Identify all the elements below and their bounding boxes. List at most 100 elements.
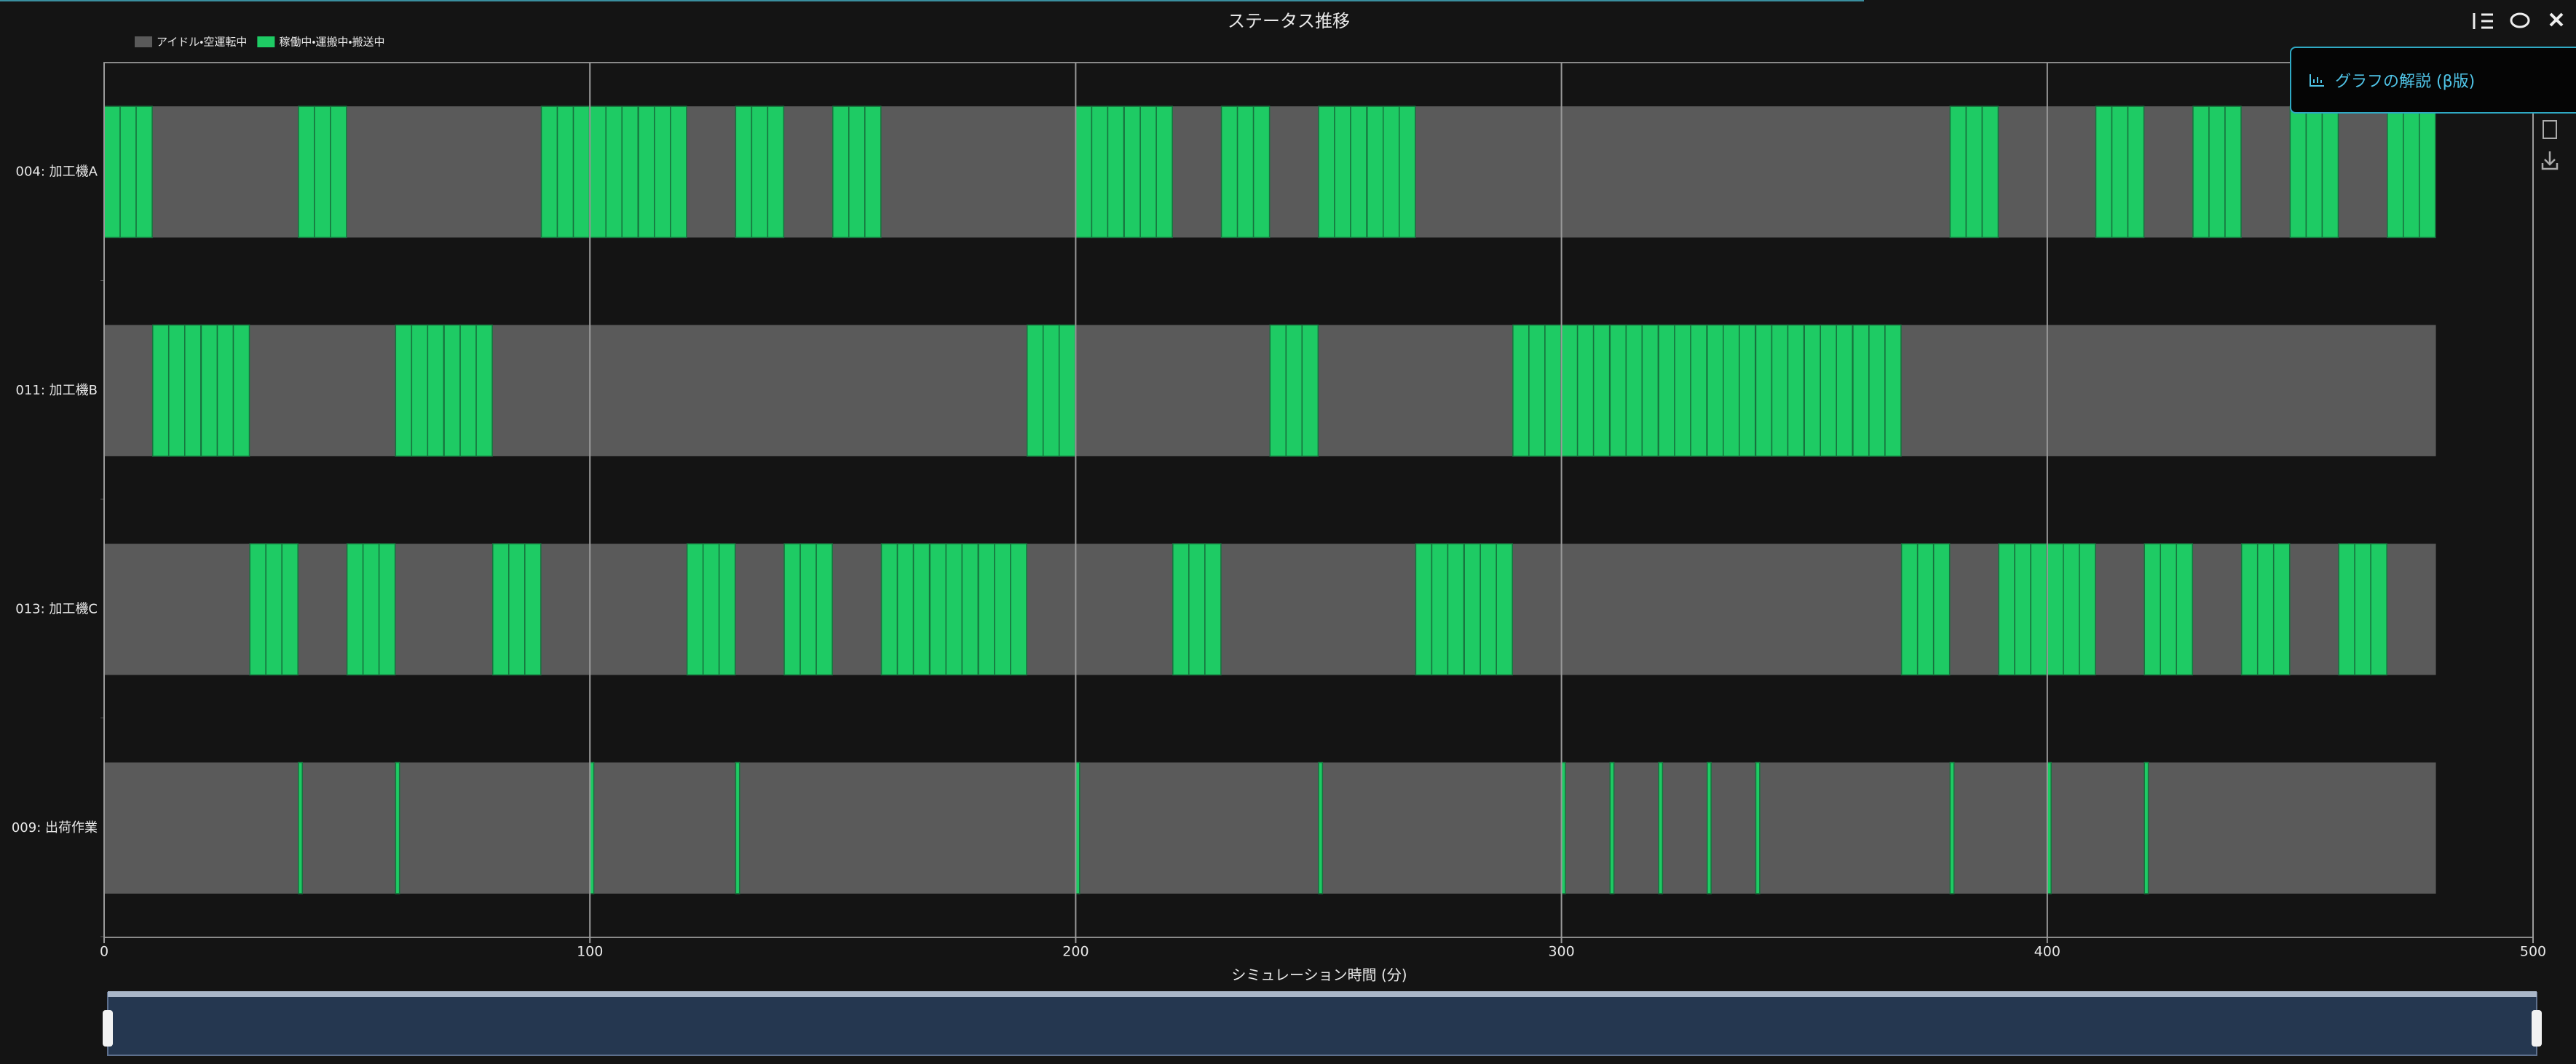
active-segment <box>2208 106 2226 239</box>
active-segment <box>1658 761 1664 894</box>
active-segment <box>832 106 850 239</box>
active-segment <box>184 324 202 457</box>
active-segment <box>427 324 445 457</box>
active-segment <box>540 106 558 239</box>
document-icon[interactable] <box>2543 120 2557 139</box>
slider-handle-right[interactable] <box>2532 1010 2542 1047</box>
active-segment <box>1204 543 1222 676</box>
active-segment <box>1739 324 1756 457</box>
active-segment <box>2419 106 2436 239</box>
active-segment <box>621 106 639 239</box>
active-segment <box>459 324 477 457</box>
comment-icon[interactable] <box>2510 12 2530 28</box>
slider-track[interactable] <box>107 992 2537 1056</box>
active-segment <box>1155 106 1173 239</box>
active-segment <box>961 543 979 676</box>
active-segment <box>2354 543 2371 676</box>
active-segment <box>2176 543 2194 676</box>
active-segment <box>994 543 1011 676</box>
active-segment <box>2240 543 2259 676</box>
active-segment <box>654 106 671 239</box>
active-segment <box>346 543 364 676</box>
active-segment <box>572 106 590 239</box>
range-slider[interactable] <box>103 991 2542 1056</box>
active-segment <box>232 324 250 457</box>
active-segment <box>524 543 542 676</box>
active-segment <box>1755 761 1761 894</box>
active-segment <box>1415 543 1433 676</box>
active-segment <box>1674 324 1691 457</box>
legend-toggle-icon[interactable] <box>2473 13 2493 29</box>
active-segment <box>1884 324 1902 457</box>
active-segment <box>1334 106 1351 239</box>
active-segment <box>638 106 655 239</box>
active-segment <box>735 106 753 239</box>
active-segment <box>508 543 526 676</box>
active-segment <box>2079 543 2096 676</box>
toolbar <box>2473 12 2564 170</box>
active-segment <box>492 543 510 676</box>
active-segment <box>702 543 720 676</box>
active-segment <box>1544 324 1562 457</box>
slider-handle-left[interactable] <box>103 1010 113 1047</box>
active-segment <box>1301 324 1319 457</box>
active-segment <box>1463 543 1481 676</box>
legend-swatch <box>135 36 152 47</box>
explain-panel[interactable]: グラフの解説 (β版) <box>2290 47 2576 114</box>
active-segment <box>119 106 137 239</box>
active-segment <box>767 106 785 239</box>
active-segment <box>2370 543 2387 676</box>
active-segment <box>1625 324 1643 457</box>
legend-label: アイドル・空運転中 <box>157 36 247 49</box>
legend-swatch <box>257 36 275 47</box>
active-segment <box>556 106 574 239</box>
chart-icon <box>2310 74 2324 87</box>
active-segment <box>978 543 995 676</box>
active-segment <box>686 543 704 676</box>
active-segment <box>1690 324 1707 457</box>
active-segment <box>1058 324 1076 457</box>
active-segment <box>1188 543 1206 676</box>
active-segment <box>718 543 736 676</box>
y-tick-label: 009: 出荷作業 <box>12 820 98 835</box>
idle-bar <box>104 762 2436 894</box>
active-segment <box>1075 106 1093 239</box>
active-segment <box>1528 324 1546 457</box>
download-icon[interactable] <box>2541 151 2559 170</box>
active-segment <box>362 543 380 676</box>
close-icon[interactable] <box>2549 12 2564 27</box>
active-segment <box>1981 106 1999 239</box>
x-tick-label: 200 <box>1062 944 1089 960</box>
active-segment <box>330 106 347 239</box>
active-segment <box>1787 324 1805 457</box>
active-segment <box>1998 543 2015 676</box>
active-segment <box>2127 106 2145 239</box>
active-segment <box>1803 324 1821 457</box>
active-segment <box>1836 324 1854 457</box>
active-segment <box>2047 543 2064 676</box>
active-segment <box>2224 106 2242 239</box>
x-tick-label: 400 <box>2034 944 2061 960</box>
active-segment <box>1107 106 1125 239</box>
y-tick-label: 011: 加工機B <box>16 383 98 398</box>
y-tick-label: 013: 加工機C <box>15 601 98 616</box>
active-segment <box>1220 106 1238 239</box>
active-segment <box>135 106 153 239</box>
active-segment <box>200 324 218 457</box>
active-segment <box>912 543 931 676</box>
x-tick-label: 300 <box>1548 944 1574 960</box>
active-segment <box>1350 106 1367 239</box>
active-segment <box>1820 324 1837 457</box>
explain-label[interactable]: グラフの解説 (β版) <box>2335 73 2476 91</box>
active-segment <box>1139 106 1157 239</box>
active-segment <box>249 543 266 676</box>
active-segment <box>2256 543 2275 676</box>
active-segment <box>298 761 303 894</box>
active-segment <box>1771 324 1789 457</box>
active-segment <box>1592 324 1611 457</box>
active-segment <box>2387 106 2404 239</box>
x-axis-label: シミュレーション時間 (分) <box>1231 966 1407 984</box>
legend-label: 稼働中・運搬中・搬送中 <box>279 36 384 49</box>
